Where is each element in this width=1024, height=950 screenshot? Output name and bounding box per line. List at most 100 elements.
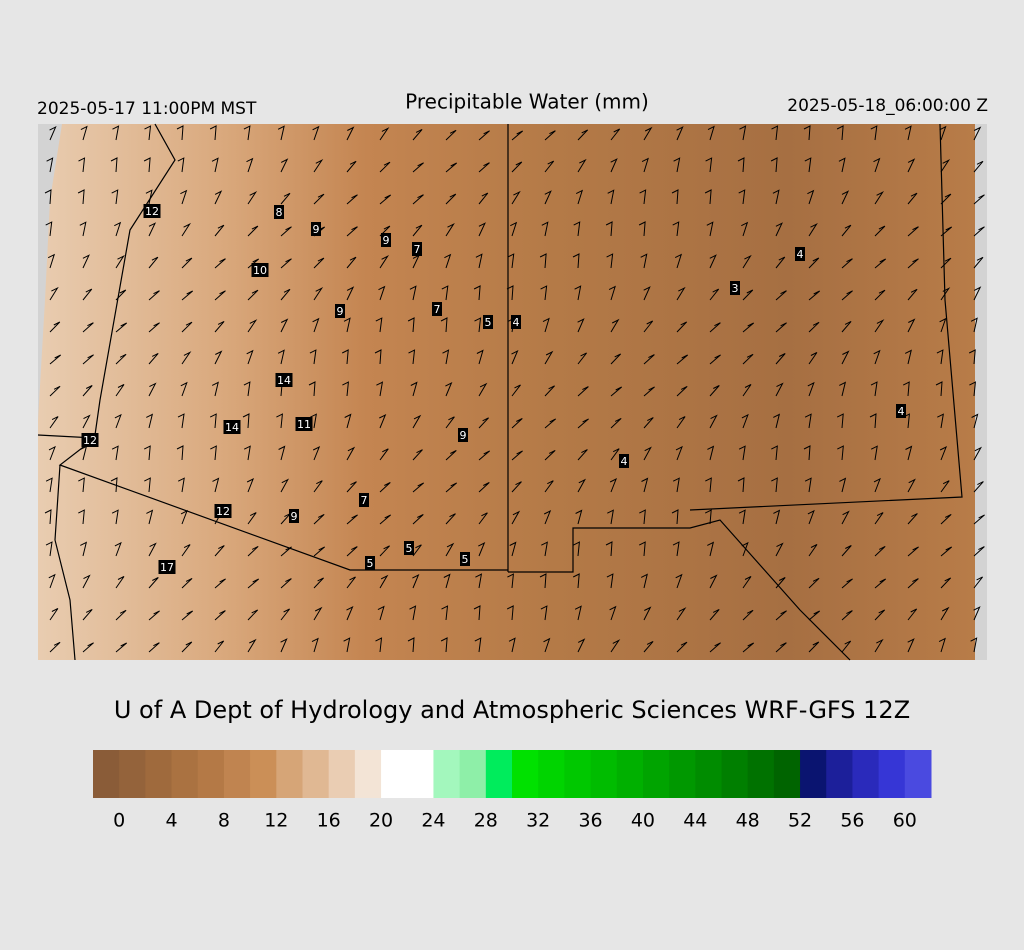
colorbar-swatch: [119, 750, 146, 798]
colorbar-swatch: [904, 750, 932, 798]
wind-barb: [705, 157, 713, 173]
colorbar-tick-label: 16: [317, 810, 341, 832]
wind-barb: [45, 221, 53, 237]
wind-barb: [148, 577, 159, 589]
wind-barb: [808, 577, 820, 589]
colorbar-swatch: [381, 750, 408, 798]
wind-barb: [473, 605, 481, 621]
wind-barb: [841, 350, 850, 365]
wind-barb: [940, 480, 950, 493]
wind-barb: [841, 610, 853, 621]
wind-barb: [344, 413, 352, 429]
wind-barb: [115, 609, 127, 621]
wind-barb: [907, 226, 919, 237]
station-box: [458, 428, 468, 442]
wind-barb: [837, 445, 844, 461]
wind-barb: [775, 353, 786, 365]
wind-barb: [671, 189, 679, 205]
wind-barb: [312, 125, 320, 141]
wind-barb: [737, 157, 745, 173]
station-box: [365, 556, 375, 570]
wind-barb: [376, 381, 384, 397]
wind-barb: [940, 513, 952, 525]
colorbar-tick-label: 24: [421, 810, 445, 832]
wind-barb: [243, 125, 251, 141]
station-box: [81, 433, 99, 447]
wind-barb: [144, 125, 152, 141]
wind-barb: [575, 189, 584, 205]
wind-barb: [148, 222, 157, 237]
wind-barb: [310, 413, 317, 429]
wind-barb: [540, 605, 548, 621]
wind-barbs: [44, 125, 985, 653]
wind-barb: [280, 288, 291, 301]
wind-barb: [214, 578, 226, 589]
station-label: 9: [460, 429, 467, 442]
wind-barb: [148, 322, 160, 333]
wind-barb: [574, 605, 582, 621]
wind-barb: [80, 541, 88, 557]
wind-barb: [639, 509, 646, 525]
wind-barb: [803, 445, 811, 461]
wind-barb: [841, 640, 852, 653]
wind-barb: [643, 446, 652, 461]
wind-barb: [775, 382, 784, 397]
colorbar-tick-label: 52: [788, 810, 812, 832]
wind-barb: [577, 386, 589, 397]
wind-barb: [82, 322, 94, 333]
credit: U of A Dept of Hydrology and Atmospheric…: [114, 696, 910, 724]
wind-barb: [48, 445, 56, 461]
wind-barb: [82, 642, 94, 653]
wind-barb: [177, 477, 185, 493]
wind-barb: [412, 414, 422, 429]
wind-barb: [48, 573, 56, 589]
wind-barb: [808, 544, 818, 557]
wind-barb: [45, 477, 53, 493]
wind-barb: [838, 157, 846, 173]
station-label: 4: [513, 316, 520, 329]
wind-barb: [577, 129, 589, 141]
wind-barb: [808, 352, 818, 365]
wind-barb: [346, 576, 356, 589]
wind-barb: [181, 351, 192, 365]
wind-barb: [970, 317, 978, 333]
wind-barb: [49, 608, 59, 621]
wind-barb: [346, 546, 358, 557]
wind-barb: [641, 157, 649, 173]
station-label: 5: [367, 557, 374, 570]
wind-barb: [247, 609, 259, 621]
wind-barb: [242, 413, 250, 429]
wind-barb: [511, 510, 521, 525]
wind-barb: [313, 159, 324, 173]
wind-barb: [114, 541, 122, 557]
wind-barb: [409, 605, 417, 621]
wind-barb: [742, 322, 755, 333]
wind-barb: [907, 513, 918, 525]
wind-barb: [412, 449, 423, 461]
wind-barb: [143, 157, 151, 173]
wind-barb: [309, 349, 317, 365]
wind-barb: [46, 157, 54, 173]
wind-barb: [445, 542, 455, 557]
colorbar-tick-label: 44: [683, 810, 707, 832]
station-box: [412, 242, 422, 256]
wind-barb: [379, 225, 391, 237]
wind-barb: [478, 222, 486, 237]
wind-barb: [577, 418, 589, 429]
wind-barb: [874, 191, 885, 205]
wind-barb: [639, 189, 647, 205]
wind-barb: [144, 477, 151, 493]
wind-barb: [511, 190, 521, 205]
wind-barb: [473, 285, 481, 301]
wind-barb: [379, 574, 389, 589]
wind-barb: [573, 221, 581, 237]
wind-barb: [775, 256, 786, 269]
wind-barb: [280, 608, 290, 621]
wind-barb: [379, 514, 392, 525]
colorbar-swatch: [538, 750, 565, 798]
wind-barb: [873, 157, 881, 173]
wind-barb: [973, 194, 985, 205]
wind-barb: [475, 253, 483, 269]
wind-barb: [80, 125, 88, 141]
